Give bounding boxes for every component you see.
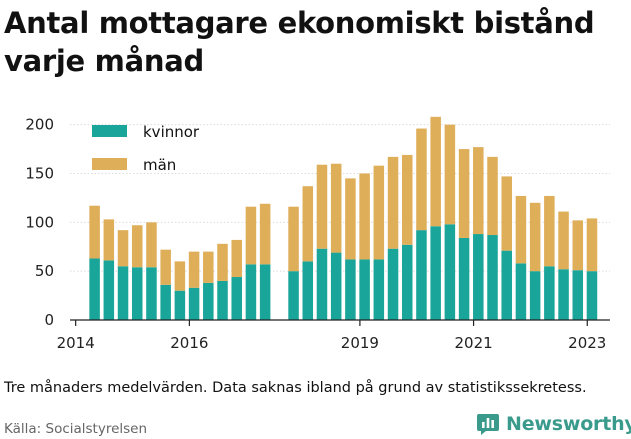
bar-man — [529, 202, 541, 272]
legend-swatch — [92, 125, 127, 137]
bar-man — [245, 206, 257, 265]
bar-man — [387, 156, 399, 249]
x-axis: 2014 2016 2019 2021 2023 — [57, 319, 610, 352]
y-axis: 0 50 100 150 200 — [25, 116, 54, 329]
bar-kvinnor — [188, 287, 200, 320]
bar-man — [117, 230, 129, 267]
bar-man — [515, 195, 527, 264]
bar-kvinnor — [146, 267, 157, 320]
bar-man — [160, 249, 171, 285]
bar-kvinnor — [572, 270, 584, 320]
bar-kvinnor — [373, 259, 385, 320]
x-tick-label: 2021 — [454, 334, 492, 352]
bar-kvinnor — [387, 248, 399, 320]
bar-kvinnor — [174, 290, 186, 320]
x-tick-label: 2019 — [341, 334, 379, 352]
bar-kvinnor — [117, 266, 129, 320]
bar-man — [487, 156, 498, 236]
bar-man — [259, 203, 271, 265]
source-text: Källa: Socialstyrelsen — [4, 421, 148, 437]
bar-kvinnor — [217, 280, 228, 320]
bar-man — [558, 211, 569, 270]
bar-kvinnor — [245, 264, 257, 320]
bar-man — [188, 251, 200, 288]
bar-kvinnor — [203, 282, 214, 320]
bar-man — [330, 163, 342, 253]
bar-kvinnor — [501, 250, 512, 320]
bar-kvinnor — [487, 235, 498, 320]
bar-man — [146, 222, 157, 268]
y-tick-label: 50 — [35, 262, 54, 280]
bar-kvinnor — [330, 252, 342, 320]
chart-title: Antal mottagare ekonomiskt bistånd varje… — [4, 6, 595, 78]
bar-kvinnor — [288, 271, 299, 320]
legend-label: kvinnor — [143, 123, 200, 141]
bar-man — [586, 218, 598, 272]
bar-kvinnor — [302, 261, 314, 320]
bar-man — [89, 205, 100, 259]
x-tick-label: 2014 — [57, 334, 95, 352]
bar-man — [203, 251, 214, 283]
bar-kvinnor — [359, 259, 370, 320]
bar-man — [288, 206, 299, 272]
bar-man — [359, 173, 370, 260]
bar-man — [316, 164, 328, 249]
bar-man — [302, 186, 314, 262]
bar-kvinnor — [231, 277, 242, 320]
bar-kvinnor — [103, 260, 115, 320]
bar-kvinnor — [558, 269, 569, 320]
bar-man — [544, 195, 555, 267]
legend-swatch — [92, 158, 127, 170]
bar-kvinnor — [160, 284, 171, 320]
bar-kvinnor — [131, 267, 143, 320]
brand-name: Newsworthy — [506, 413, 631, 435]
bar-kvinnor — [529, 271, 541, 320]
bar-man — [473, 147, 484, 235]
bar-kvinnor — [515, 263, 527, 320]
bar-man — [103, 219, 115, 261]
bar-man — [572, 220, 584, 271]
y-tick-label: 100 — [25, 213, 54, 231]
y-tick-label: 0 — [44, 311, 54, 329]
x-tick-label: 2016 — [170, 334, 208, 352]
bar-man — [444, 124, 456, 225]
legend-label: män — [143, 156, 176, 174]
bar-kvinnor — [401, 244, 413, 320]
bar-man — [501, 176, 512, 251]
bar-man — [131, 225, 143, 268]
bar-man — [416, 128, 427, 231]
bar-kvinnor — [544, 266, 555, 320]
bars — [89, 116, 598, 320]
bar-kvinnor — [416, 230, 427, 320]
bar-man — [217, 243, 228, 281]
bar-kvinnor — [430, 226, 441, 320]
newsworthy-logo[interactable]: Newsworthy — [476, 410, 631, 438]
bar-kvinnor — [586, 271, 598, 320]
bar-man — [458, 149, 470, 238]
y-tick-label: 150 — [25, 164, 54, 182]
chart-note: Tre månaders medelvärden. Data saknas ib… — [4, 380, 587, 396]
bar-kvinnor — [345, 259, 356, 320]
bar-man — [231, 239, 242, 278]
bar-kvinnor — [89, 258, 100, 320]
bar-chart: 2014 2016 2019 2021 2023 0 50 100 150 200 kvinno… — [25, 116, 610, 352]
bar-kvinnor — [458, 237, 470, 320]
bar-man — [430, 116, 441, 227]
y-tick-label: 200 — [25, 116, 54, 134]
bar-man — [174, 261, 186, 291]
bar-kvinnor — [444, 224, 456, 320]
bar-kvinnor — [259, 264, 271, 320]
bar-kvinnor — [473, 234, 484, 320]
bar-man — [345, 178, 356, 260]
bar-chart-logo-icon — [477, 414, 499, 435]
legend: kvinnor män — [92, 123, 200, 174]
bar-man — [401, 154, 413, 245]
x-tick-label: 2023 — [568, 334, 606, 352]
bar-kvinnor — [316, 248, 328, 320]
bar-man — [373, 165, 385, 260]
